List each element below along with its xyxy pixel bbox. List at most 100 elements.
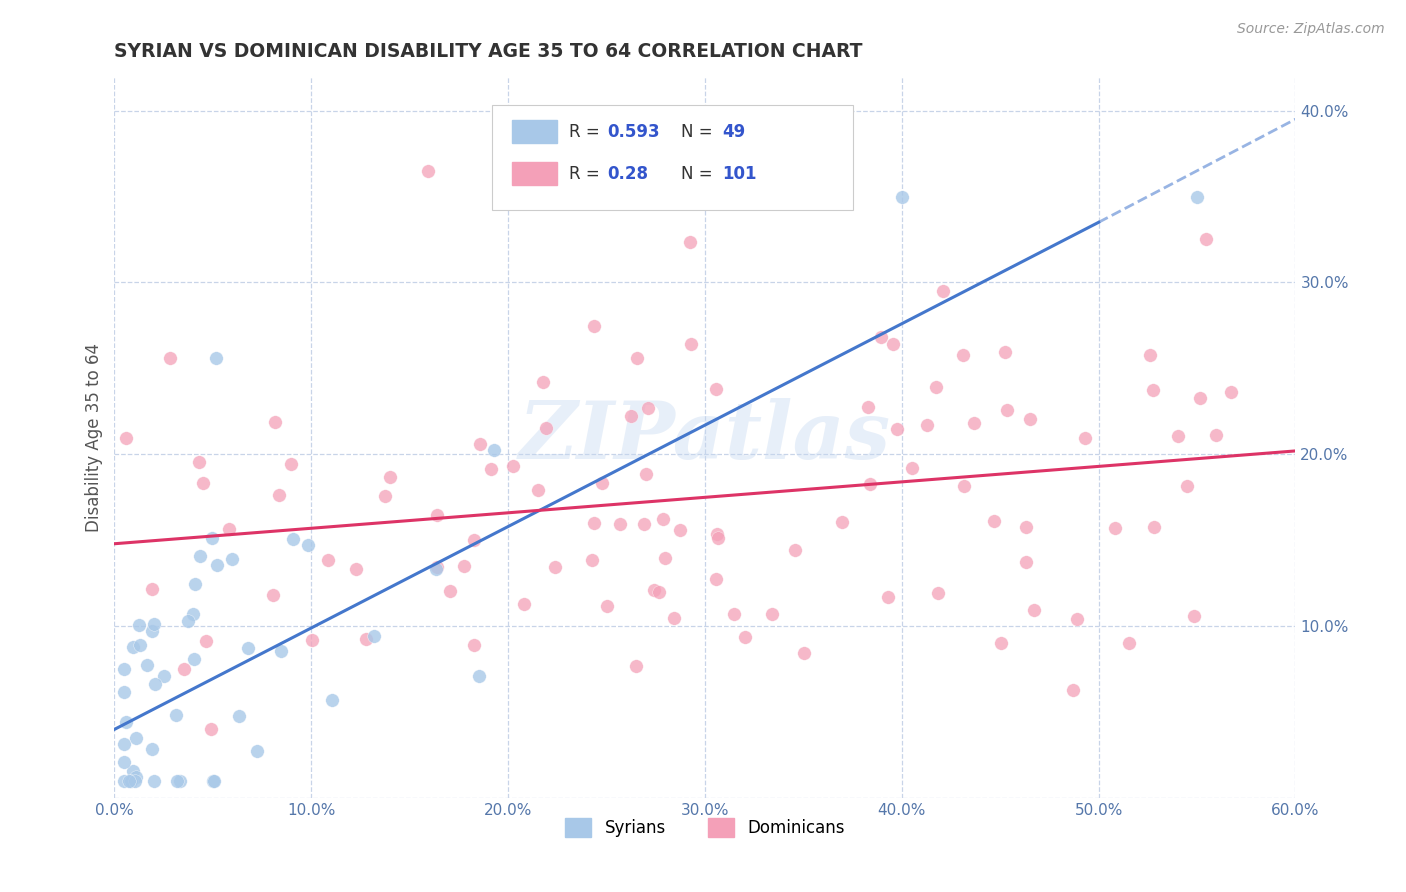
Text: 101: 101 — [723, 165, 758, 183]
Point — [533, 375, 555, 389]
Point — [205, 558, 228, 572]
Point — [609, 516, 631, 531]
Point — [166, 774, 188, 789]
Point — [125, 731, 148, 745]
Point — [321, 693, 343, 707]
Point — [1118, 636, 1140, 650]
Point — [679, 235, 702, 249]
Point — [1139, 348, 1161, 362]
Point — [637, 401, 659, 415]
Point — [962, 417, 984, 431]
Point — [513, 597, 536, 611]
Point — [112, 685, 135, 699]
Point — [181, 607, 204, 621]
Point — [1220, 385, 1243, 400]
Point — [318, 553, 340, 567]
Point — [1066, 612, 1088, 626]
Point — [953, 479, 976, 493]
Point — [426, 508, 449, 522]
Text: 0.593: 0.593 — [607, 123, 659, 141]
Point — [270, 644, 292, 658]
Point — [141, 624, 163, 639]
Point — [983, 514, 1005, 528]
Point — [643, 582, 665, 597]
Point — [932, 284, 955, 298]
Point — [463, 533, 485, 548]
Text: R =: R = — [569, 165, 605, 183]
Point — [915, 418, 938, 433]
Point — [188, 549, 211, 563]
Point — [374, 490, 396, 504]
Point — [115, 431, 138, 445]
Point — [141, 742, 163, 756]
Point — [1015, 555, 1038, 569]
Point — [1142, 384, 1164, 398]
Point — [114, 714, 136, 729]
Point — [129, 638, 152, 652]
Point — [204, 351, 226, 366]
Point — [793, 646, 815, 660]
Point — [544, 560, 567, 574]
Point — [952, 348, 974, 362]
Point — [1014, 520, 1036, 534]
Point — [481, 461, 503, 475]
Point — [634, 467, 657, 481]
Point — [169, 774, 191, 789]
Point — [262, 588, 284, 602]
Point — [141, 582, 163, 596]
Point — [706, 527, 728, 541]
Point — [654, 551, 676, 566]
Bar — [512, 162, 557, 186]
Point — [1167, 429, 1189, 443]
Point — [117, 774, 139, 789]
Point — [425, 562, 447, 576]
Point — [128, 618, 150, 632]
Point — [221, 552, 243, 566]
Point — [534, 421, 557, 435]
Point — [344, 562, 367, 576]
Point — [1188, 391, 1211, 405]
Point — [783, 543, 806, 558]
Point — [236, 640, 259, 655]
Point — [187, 455, 209, 469]
Point — [1019, 412, 1042, 426]
Point — [354, 632, 377, 646]
Point — [112, 755, 135, 769]
Point — [626, 351, 648, 365]
Point — [668, 523, 690, 537]
Point — [723, 607, 745, 622]
Point — [120, 774, 142, 789]
Legend: Syrians, Dominicans: Syrians, Dominicans — [558, 812, 852, 844]
Point — [426, 560, 449, 574]
Point — [468, 668, 491, 682]
Point — [901, 461, 924, 475]
Point — [620, 409, 643, 423]
Point — [831, 515, 853, 529]
Point — [184, 577, 207, 591]
Point — [582, 516, 605, 530]
Point — [153, 669, 176, 683]
Point — [202, 774, 225, 789]
Text: N =: N = — [682, 123, 718, 141]
Point — [380, 469, 402, 483]
Point — [363, 629, 385, 643]
Point — [125, 770, 148, 784]
Point — [121, 640, 143, 654]
Point — [995, 403, 1018, 417]
Point — [1175, 479, 1198, 493]
Point — [173, 663, 195, 677]
Point — [142, 616, 165, 631]
Point — [681, 337, 703, 351]
Text: 49: 49 — [723, 123, 747, 141]
Point — [624, 659, 647, 673]
Point — [886, 422, 908, 436]
Point — [1104, 521, 1126, 535]
Point — [112, 774, 135, 789]
Point — [301, 632, 323, 647]
Point — [183, 651, 205, 665]
Point — [704, 382, 727, 396]
Point — [1205, 427, 1227, 442]
Point — [202, 774, 225, 789]
Point — [761, 607, 783, 622]
Point — [591, 475, 613, 490]
